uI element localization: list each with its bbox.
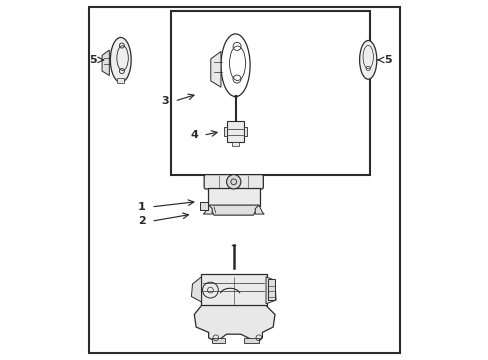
Bar: [199, 202, 207, 211]
Bar: [244, 127, 246, 136]
Polygon shape: [203, 205, 212, 214]
Text: 4: 4: [190, 130, 198, 140]
Bar: [224, 127, 226, 136]
Text: 1: 1: [138, 202, 145, 212]
FancyBboxPatch shape: [201, 274, 266, 306]
Text: 3: 3: [161, 96, 169, 106]
Polygon shape: [102, 50, 109, 76]
Polygon shape: [255, 205, 264, 214]
FancyBboxPatch shape: [203, 175, 263, 189]
Polygon shape: [191, 277, 201, 302]
Bar: [267, 279, 274, 300]
Text: 2: 2: [138, 216, 145, 226]
Polygon shape: [194, 306, 274, 341]
Bar: [231, 141, 239, 146]
Bar: [244, 338, 258, 343]
Bar: [171, 12, 369, 175]
Polygon shape: [210, 51, 221, 87]
Text: 5: 5: [89, 55, 96, 65]
Bar: [226, 121, 244, 142]
Text: 5: 5: [384, 55, 391, 65]
Ellipse shape: [359, 41, 376, 79]
Polygon shape: [265, 277, 276, 304]
Polygon shape: [208, 205, 258, 215]
Ellipse shape: [221, 34, 249, 96]
Bar: [117, 78, 124, 83]
Circle shape: [226, 175, 241, 189]
Bar: [212, 338, 224, 343]
Ellipse shape: [110, 37, 131, 82]
FancyBboxPatch shape: [207, 188, 259, 206]
Bar: [88, 7, 400, 353]
